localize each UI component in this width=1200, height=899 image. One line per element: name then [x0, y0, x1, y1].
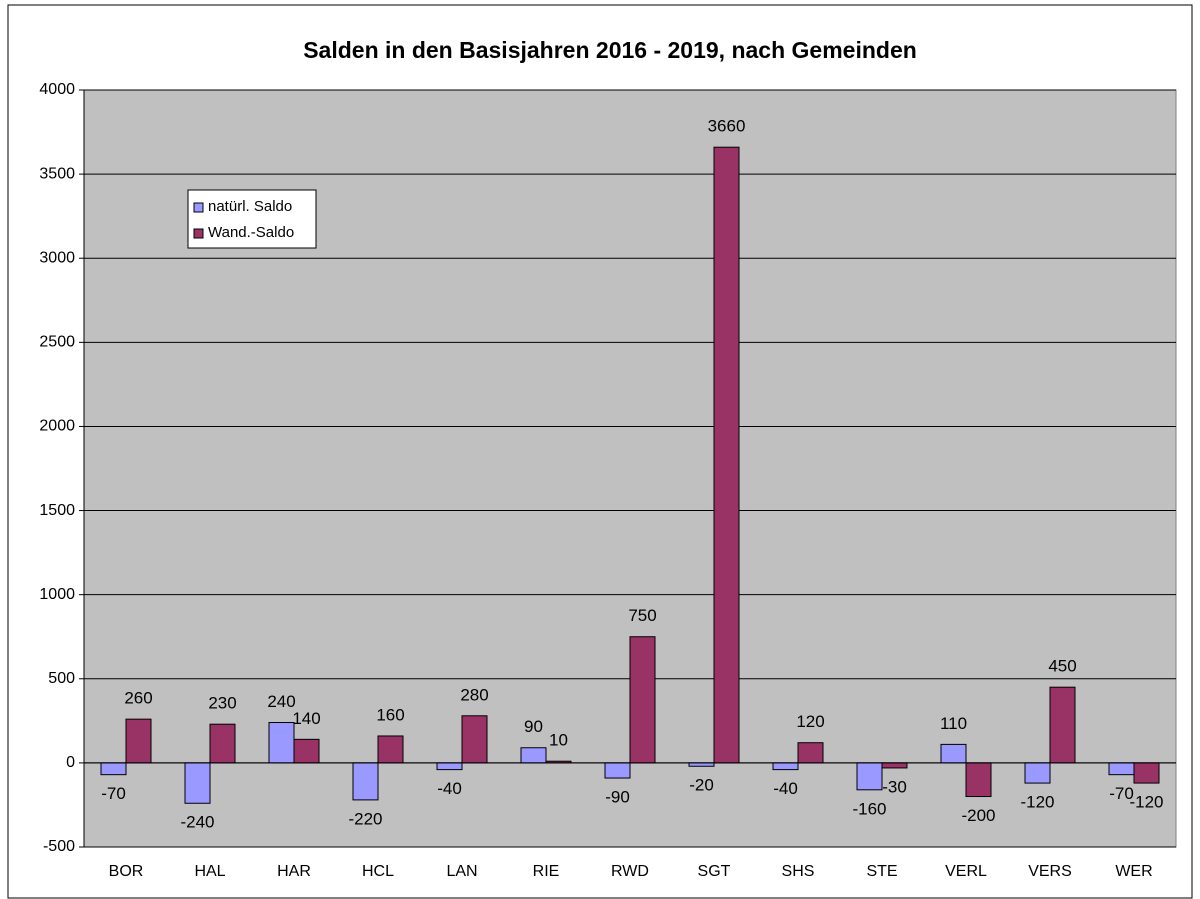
data-label: -20 [689, 776, 714, 795]
y-tick-label: 2500 [39, 334, 75, 351]
x-tick-label: HAL [194, 863, 225, 880]
y-tick-label: 2000 [39, 418, 75, 435]
bar [965, 762, 992, 798]
legend-swatch [193, 202, 204, 213]
data-label: -240 [180, 813, 214, 832]
data-label: 450 [1048, 657, 1076, 676]
legend-label: natürl. Saldo [208, 198, 292, 215]
data-label: -120 [1020, 793, 1054, 812]
bar [604, 762, 631, 779]
data-label: -30 [882, 777, 907, 796]
y-tick-label: 1000 [39, 586, 75, 603]
data-label: -70 [101, 784, 126, 803]
data-label: -200 [961, 806, 995, 825]
data-label: 140 [292, 709, 320, 728]
data-label: 240 [267, 692, 295, 711]
bar [377, 735, 404, 764]
data-label: -160 [852, 799, 886, 818]
bar [268, 722, 295, 764]
data-label: -120 [1129, 793, 1163, 812]
legend-box [187, 189, 317, 249]
y-tick-label: -500 [43, 838, 75, 855]
data-label: -40 [437, 779, 462, 798]
y-tick-label: 1500 [39, 502, 75, 519]
x-tick-label: SGT [698, 863, 731, 880]
bar [688, 762, 715, 767]
data-label: 3660 [708, 117, 746, 136]
data-label: 230 [208, 694, 236, 713]
x-tick-label: RIE [533, 863, 560, 880]
bar [520, 747, 547, 764]
data-label: -70 [1109, 784, 1134, 803]
y-tick-label: 4000 [39, 81, 75, 98]
bar [1024, 762, 1051, 784]
legend-label: Wand.-Saldo [208, 224, 294, 241]
x-tick-label: HAR [277, 863, 311, 880]
x-tick-label: STE [866, 863, 897, 880]
bar [713, 146, 740, 764]
bar [352, 762, 379, 801]
x-tick-label: VERS [1028, 863, 1072, 880]
data-label: -40 [773, 779, 798, 798]
bar [1049, 686, 1076, 764]
bar [293, 738, 320, 764]
data-label: 90 [524, 717, 543, 736]
bar [125, 718, 152, 764]
bar [629, 636, 656, 764]
bar [184, 762, 211, 804]
x-tick-label: HCL [362, 863, 394, 880]
x-tick-label: BOR [109, 863, 144, 880]
y-tick-label: 3500 [39, 165, 75, 182]
data-label: 280 [460, 685, 488, 704]
bar [797, 742, 824, 764]
bar [1108, 762, 1135, 776]
y-tick-label: 0 [66, 754, 75, 771]
x-tick-label: LAN [446, 863, 477, 880]
data-label: 260 [124, 689, 152, 708]
bar [436, 762, 463, 771]
data-label: -90 [605, 788, 630, 807]
legend-swatch [193, 228, 204, 239]
bar [209, 723, 236, 764]
bar [100, 762, 127, 776]
data-label: 10 [549, 731, 568, 750]
data-label: 750 [628, 606, 656, 625]
bar [461, 715, 488, 764]
bar [772, 762, 799, 771]
bar [881, 762, 908, 769]
data-label: 110 [940, 714, 967, 733]
x-tick-label: WER [1115, 863, 1152, 880]
chart-title: Salden in den Basisjahren 2016 - 2019, n… [303, 37, 917, 63]
y-tick-label: 3000 [39, 249, 75, 266]
bar [856, 762, 883, 791]
x-tick-label: SHS [782, 863, 815, 880]
x-tick-label: VERL [945, 863, 987, 880]
data-label: 160 [376, 705, 404, 724]
bar [1133, 762, 1160, 784]
x-tick-label: RWD [611, 863, 649, 880]
data-label: -220 [348, 809, 382, 828]
y-tick-label: 500 [48, 670, 75, 687]
bar [940, 743, 967, 764]
data-label: 120 [796, 712, 824, 731]
